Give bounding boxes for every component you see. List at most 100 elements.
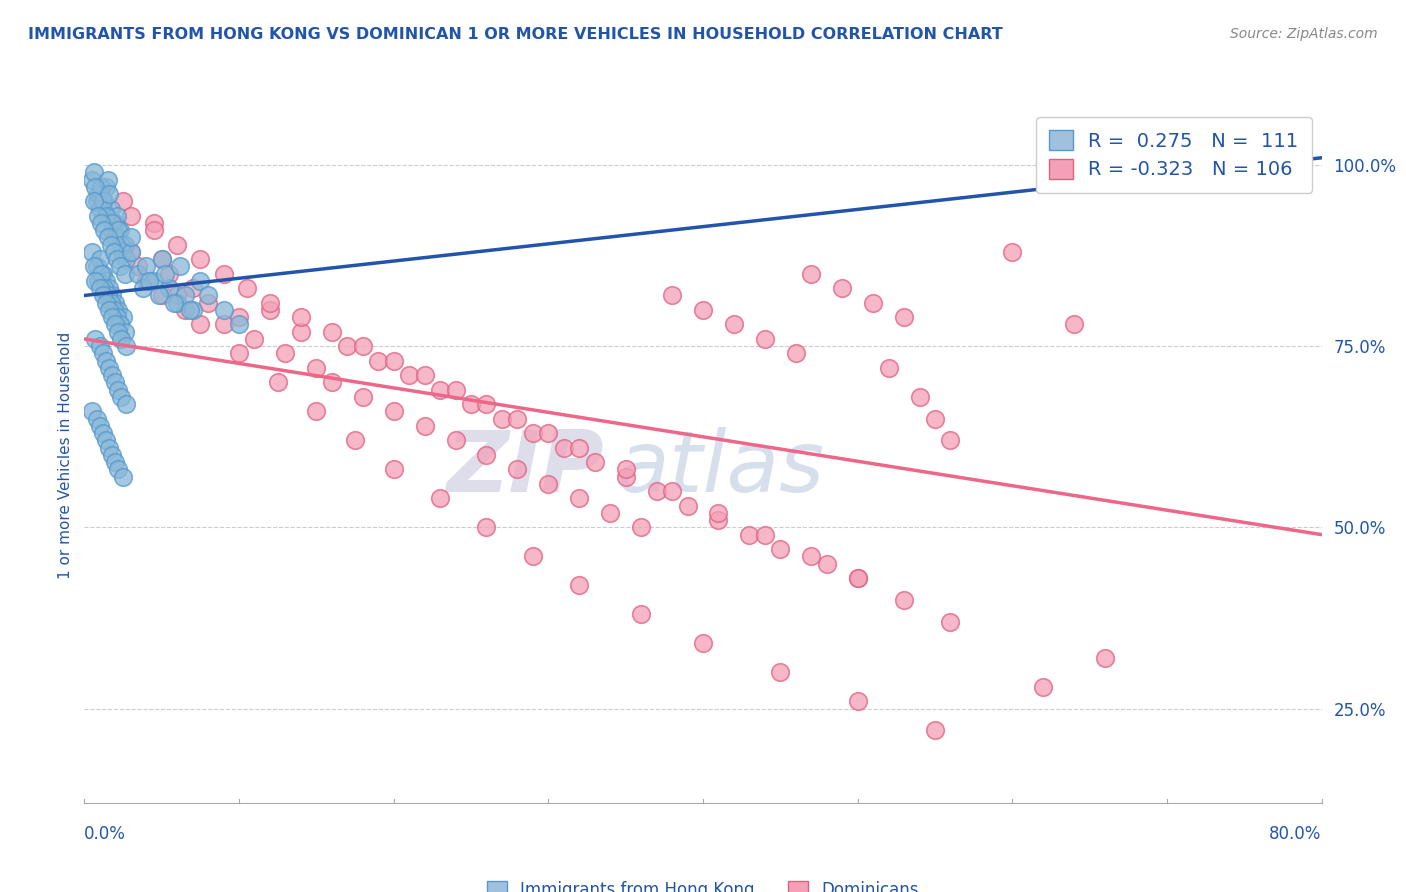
Text: Source: ZipAtlas.com: Source: ZipAtlas.com (1230, 27, 1378, 41)
Point (846, 694, 869, 708)
Point (86, 260, 108, 274)
Point (630, 607, 652, 622)
Point (645, 484, 668, 499)
Point (815, 557, 838, 571)
Point (112, 469, 135, 483)
Point (101, 223, 124, 237)
Point (583, 455, 606, 469)
Point (96, 288, 118, 302)
Point (100, 237, 122, 252)
Point (352, 339, 374, 353)
Point (89, 339, 111, 353)
Point (537, 476, 560, 491)
Point (568, 578, 591, 592)
Y-axis label: 1 or more Vehicles in Household: 1 or more Vehicles in Household (58, 331, 73, 579)
Point (522, 549, 544, 564)
Point (143, 216, 166, 230)
Point (197, 295, 219, 310)
Point (174, 303, 197, 318)
Point (159, 281, 180, 295)
Point (87, 209, 110, 223)
Point (83, 194, 105, 209)
Point (91, 426, 114, 441)
Point (84, 332, 107, 346)
Point (150, 252, 173, 267)
Point (104, 230, 127, 244)
Point (91, 267, 114, 281)
Point (90, 267, 112, 281)
Point (100, 295, 122, 310)
Point (82, 245, 104, 260)
Point (89, 419, 111, 434)
Point (568, 491, 591, 506)
Point (862, 295, 884, 310)
Point (86, 194, 108, 209)
Point (89, 187, 111, 202)
Point (475, 397, 498, 411)
Point (115, 339, 138, 353)
Point (93, 194, 115, 209)
Point (150, 288, 173, 302)
Point (228, 310, 250, 325)
Point (352, 390, 374, 404)
Point (105, 209, 128, 223)
Point (188, 318, 211, 332)
Point (290, 325, 312, 339)
Point (169, 260, 191, 274)
Point (110, 390, 132, 404)
Point (89, 202, 111, 216)
Point (235, 281, 259, 295)
Point (101, 368, 124, 383)
Point (94, 179, 117, 194)
Point (96, 230, 118, 244)
Point (84, 179, 107, 194)
Point (188, 274, 211, 288)
Point (800, 549, 823, 564)
Text: 80.0%: 80.0% (1270, 825, 1322, 843)
Point (105, 310, 128, 325)
Point (93, 223, 115, 237)
Point (107, 325, 129, 339)
Point (94, 209, 117, 223)
Point (259, 303, 281, 318)
Point (91, 346, 114, 360)
Point (98, 361, 121, 376)
Point (103, 303, 125, 318)
Point (188, 252, 211, 267)
Point (228, 318, 250, 332)
Point (181, 281, 204, 295)
Point (87, 187, 110, 202)
Point (103, 245, 125, 260)
Point (553, 441, 575, 455)
Point (568, 441, 591, 455)
Point (413, 368, 436, 383)
Point (120, 245, 142, 260)
Point (163, 295, 186, 310)
Point (166, 288, 188, 302)
Point (98, 209, 121, 223)
Point (94, 274, 117, 288)
Point (723, 318, 745, 332)
Point (94, 353, 117, 368)
Point (413, 419, 436, 434)
Point (107, 462, 129, 476)
Point (100, 202, 122, 216)
Point (107, 230, 129, 244)
Point (305, 404, 328, 418)
Point (112, 245, 135, 260)
Point (893, 310, 915, 325)
Point (112, 245, 135, 260)
Point (444, 383, 467, 397)
Point (166, 295, 188, 310)
Point (197, 288, 219, 302)
Point (150, 252, 173, 267)
Point (93, 281, 115, 295)
Point (110, 332, 132, 346)
Point (785, 346, 807, 360)
Point (148, 288, 170, 302)
Point (939, 615, 962, 629)
Point (475, 448, 498, 462)
Point (108, 318, 131, 332)
Point (506, 411, 529, 425)
Point (89, 252, 111, 267)
